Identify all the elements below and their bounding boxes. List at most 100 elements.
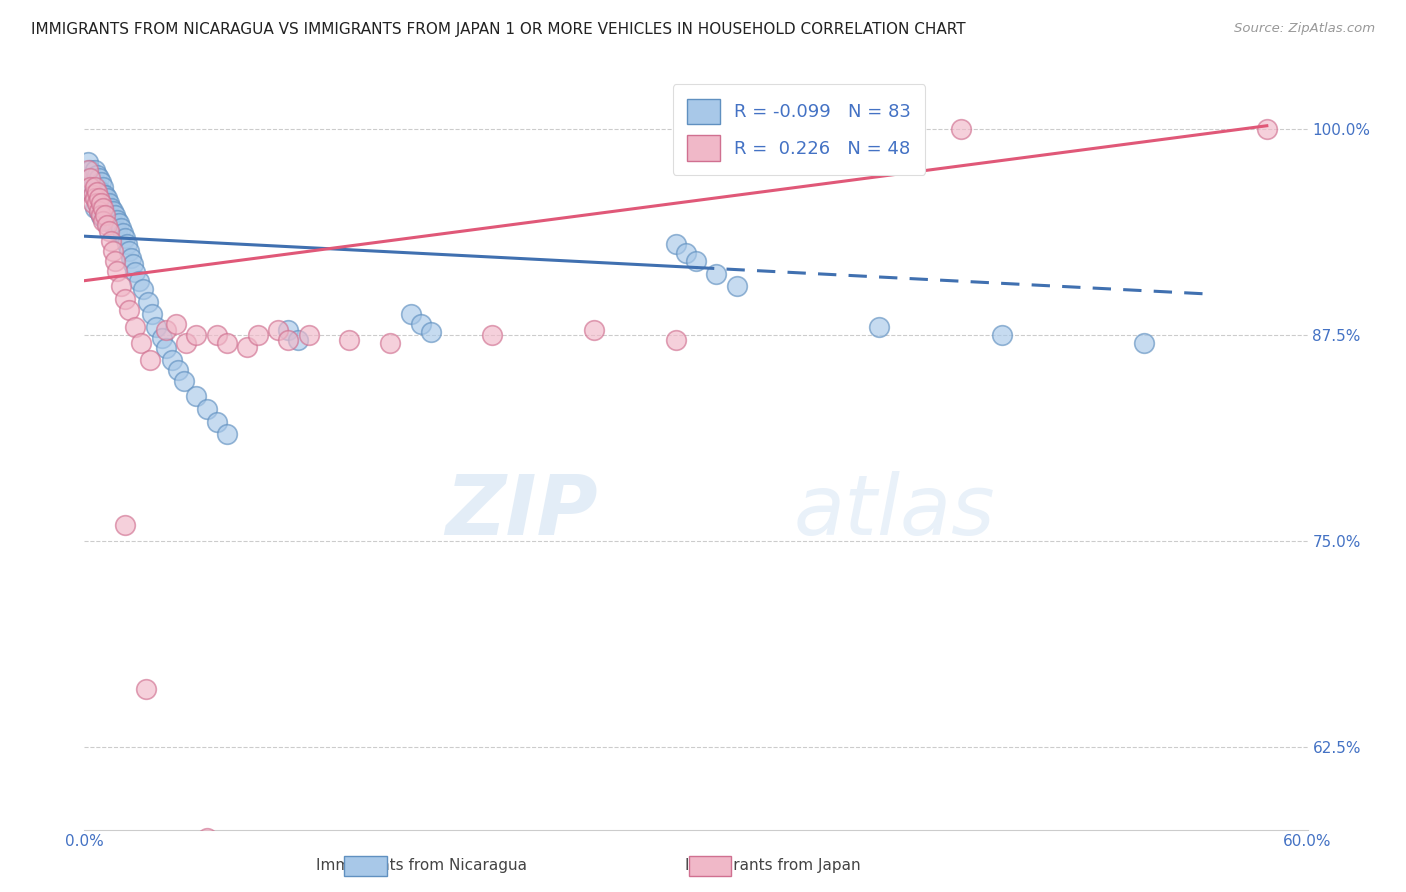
Point (87, 193, 110, 207)
Point (83, 201, 105, 215)
Text: atlas: atlas (794, 471, 995, 551)
Point (104, 208, 127, 222)
Point (298, 328, 321, 343)
Point (205, 416, 228, 430)
Point (217, 336, 239, 351)
Point (91, 201, 114, 215)
Point (380, 336, 402, 351)
Point (120, 251, 142, 265)
Point (87, 204, 110, 219)
Point (82, 188, 104, 202)
Point (82, 188, 104, 202)
Point (90, 185, 112, 199)
Point (97, 224, 120, 238)
Point (155, 341, 177, 355)
Point (90, 191, 112, 205)
Point (114, 231, 136, 245)
Point (186, 328, 208, 343)
Point (124, 265, 146, 279)
Point (132, 282, 155, 296)
Point (217, 427, 239, 442)
Point (267, 323, 290, 337)
Point (96, 201, 118, 215)
Point (87, 171, 110, 186)
Point (97, 214, 120, 228)
Point (141, 307, 163, 321)
Point (90, 196, 112, 211)
Point (1256, 122, 1278, 136)
Point (706, 267, 728, 281)
Point (105, 212, 128, 227)
Point (91, 214, 114, 228)
Point (90, 208, 112, 222)
Point (91, 208, 114, 222)
Text: Immigrants from Japan: Immigrants from Japan (686, 858, 860, 872)
Point (101, 216, 124, 230)
Point (90, 201, 112, 215)
Point (96, 211, 118, 225)
Point (685, 253, 707, 268)
Point (138, 352, 160, 367)
Text: Immigrants from Nicaragua: Immigrants from Nicaragua (316, 858, 527, 872)
Point (246, 328, 269, 343)
Point (82, 175, 104, 189)
Point (174, 336, 197, 351)
Point (86, 196, 108, 211)
Text: ZIP: ZIP (446, 471, 598, 551)
Point (409, 317, 432, 331)
Point (90, 175, 112, 189)
Point (79, 163, 101, 178)
Point (115, 237, 138, 252)
Point (96, 191, 118, 205)
Point (665, 237, 688, 252)
Point (869, 319, 891, 334)
Point (101, 204, 124, 219)
Text: Source: ZipAtlas.com: Source: ZipAtlas.com (1234, 22, 1375, 36)
Point (104, 221, 127, 235)
Point (991, 328, 1014, 343)
Point (195, 402, 218, 417)
Point (186, 389, 208, 403)
Point (93, 188, 115, 202)
Point (82, 179, 104, 194)
Point (93, 208, 115, 222)
Point (87, 183, 110, 197)
Point (82, 196, 104, 211)
Point (83, 163, 105, 178)
Point (86, 196, 108, 211)
Point (91, 179, 114, 194)
Point (420, 325, 443, 339)
Point (118, 244, 141, 258)
Point (155, 323, 177, 337)
Point (86, 185, 108, 199)
Legend: R = -0.099   N = 83, R =  0.226   N = 48: R = -0.099 N = 83, R = 0.226 N = 48 (672, 84, 925, 175)
Point (93, 212, 115, 227)
Point (150, 331, 173, 345)
Point (79, 171, 101, 186)
Point (675, 245, 697, 260)
Point (86, 188, 108, 202)
Point (287, 333, 309, 347)
Text: IMMIGRANTS FROM NICARAGUA VS IMMIGRANTS FROM JAPAN 1 OR MORE VEHICLES IN HOUSEHO: IMMIGRANTS FROM NICARAGUA VS IMMIGRANTS … (31, 22, 966, 37)
Point (128, 274, 150, 288)
Point (100, 234, 122, 248)
Point (108, 216, 131, 230)
Point (236, 340, 259, 354)
Point (124, 319, 146, 334)
Point (195, 830, 218, 845)
Point (83, 185, 105, 199)
Point (91, 188, 114, 202)
Point (136, 295, 159, 310)
Point (165, 317, 187, 331)
Point (91, 196, 114, 211)
Point (100, 201, 122, 215)
Point (114, 517, 136, 532)
Point (122, 257, 145, 271)
Point (481, 328, 503, 343)
Point (135, 682, 157, 697)
Point (167, 362, 190, 376)
Point (205, 328, 228, 343)
Point (77, 163, 100, 178)
Point (83, 191, 105, 205)
Point (97, 204, 120, 219)
